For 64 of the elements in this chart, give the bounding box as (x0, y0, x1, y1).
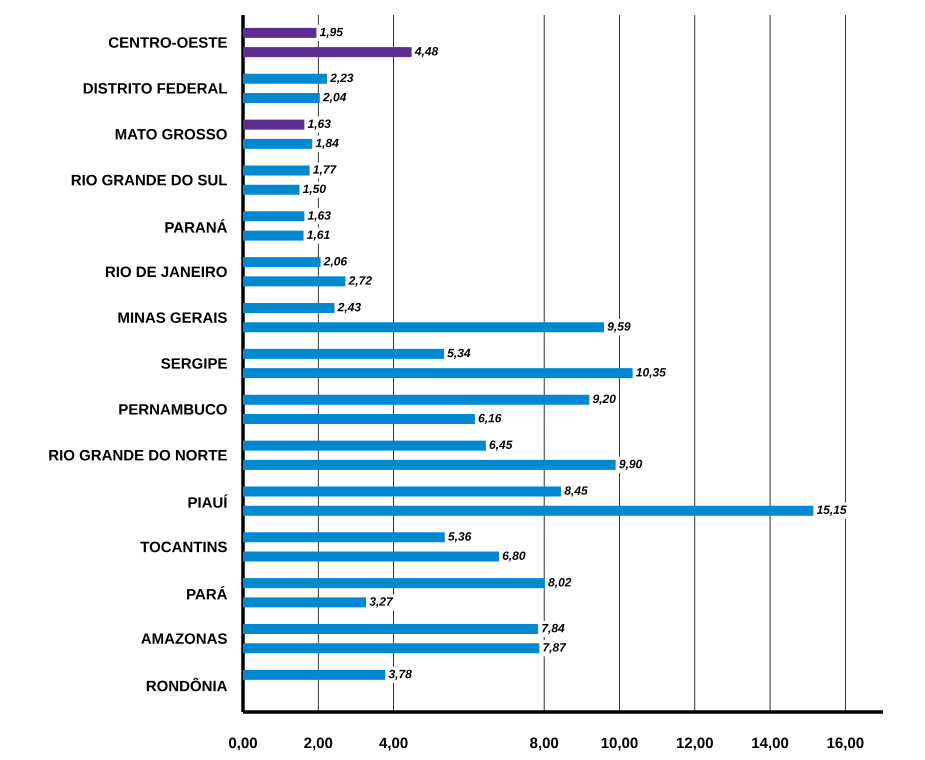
data-label: 1,84 (316, 138, 339, 149)
data-label: 6,16 (478, 414, 502, 424)
x-tick-label: 12,00 (676, 738, 713, 750)
bar (243, 348, 444, 359)
data-label: 2,43 (337, 302, 361, 314)
data-label: 2,23 (330, 74, 354, 84)
data-label: 9,20 (592, 394, 616, 405)
data-label: 10,35 (636, 368, 666, 378)
data-label: 1,95 (320, 28, 344, 38)
y-tick-label: PIAUÍ (188, 494, 228, 508)
data-label: 2,04 (322, 92, 346, 104)
bar (243, 486, 562, 496)
bar (243, 28, 316, 38)
y-tick-label: PERNAMBUCO (119, 404, 227, 415)
data-label: 2,72 (348, 276, 372, 287)
data-label: 7,84 (542, 624, 564, 634)
y-tick-label: TOCANTINS (140, 542, 227, 552)
x-tick-label: 14,00 (752, 738, 788, 750)
data-label: 2,06 (324, 257, 348, 268)
bar (243, 47, 412, 58)
x-tick-label: 4,00 (379, 738, 408, 750)
data-label: 9,90 (619, 460, 642, 470)
data-label: 3,78 (388, 670, 412, 680)
y-tick-label: DISTRITO FEDERAL (84, 83, 227, 94)
data-label: 5,36 (448, 532, 472, 542)
data-label: 7,87 (543, 643, 566, 654)
x-tick-label: 2,00 (304, 738, 332, 750)
bar (243, 184, 300, 195)
bar (243, 257, 321, 268)
data-label: 6,80 (502, 551, 526, 562)
data-label: 1,63 (308, 119, 331, 130)
y-tick-label: PARÁ (187, 586, 228, 600)
y-tick-label: AMAZONAS (141, 633, 227, 644)
y-tick-label: RIO GRANDE DO SUL (72, 174, 227, 186)
bar (243, 670, 386, 680)
data-label: 1,61 (307, 230, 330, 241)
bar (243, 368, 633, 378)
bar (243, 643, 540, 654)
data-label: 8,02 (548, 578, 572, 588)
y-tick-label: RIO DE JANEIRO (106, 266, 227, 278)
y-tick-label: CENTRO-OESTE (108, 37, 227, 48)
bar (243, 506, 814, 516)
data-label: 1,50 (302, 184, 326, 195)
data-label: 6,45 (490, 440, 513, 451)
x-tick-label: 16,00 (828, 738, 864, 750)
data-label: 15,15 (816, 506, 847, 516)
data-label: 8,45 (564, 486, 588, 497)
y-tick-label: MATO GROSSO (116, 128, 227, 140)
y-tick-label: RIO GRANDE DO NORTE (49, 450, 227, 461)
x-tick-label: 10,00 (602, 738, 638, 750)
data-label: 5,34 (447, 348, 470, 359)
y-tick-label: RONDÔNIA (146, 678, 228, 692)
data-label: 1,63 (308, 211, 331, 222)
y-tick-label: PARANÁ (165, 219, 228, 233)
data-label: 1,77 (313, 165, 337, 176)
data-label: 4,48 (414, 47, 438, 58)
data-label: 9,59 (608, 322, 631, 332)
y-tick-label: SERGIPE (161, 358, 227, 369)
y-tick-label: MINAS GERAIS (118, 312, 227, 323)
bar (243, 211, 304, 222)
x-tick-label: 8,00 (530, 738, 558, 750)
data-label: 3,27 (369, 597, 394, 608)
bar (243, 120, 304, 130)
x-tick-label: 0,00 (229, 738, 257, 750)
